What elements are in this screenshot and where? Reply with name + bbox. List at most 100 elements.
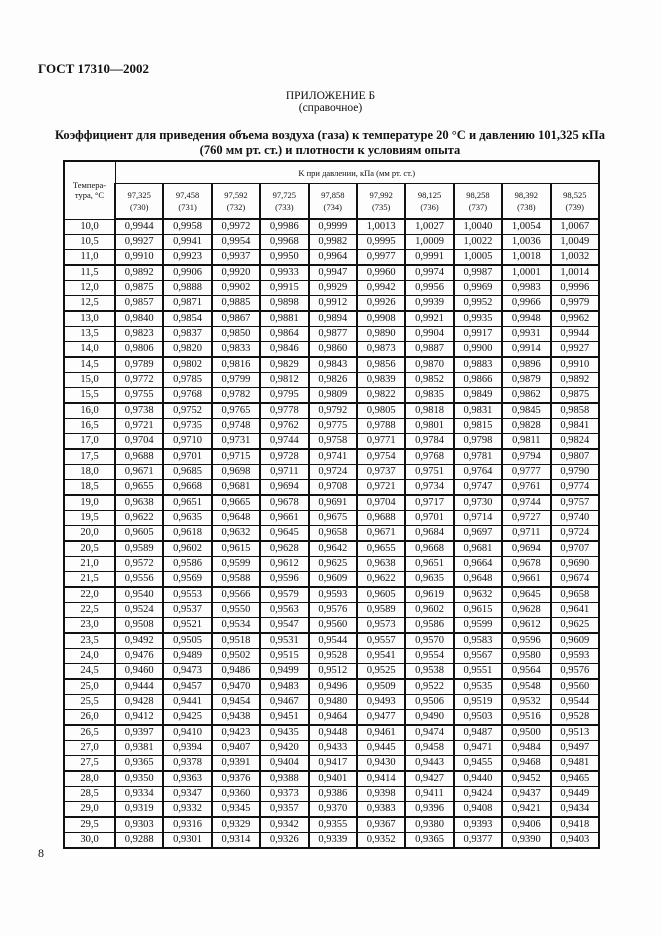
coefficient-cell: 1,0049 (549, 234, 600, 250)
coefficient-cell: 0,9704 (113, 433, 164, 450)
pressure-column-header: 98,125 (736) (404, 183, 455, 220)
coefficient-cell: 0,9377 (452, 832, 503, 849)
coefficient-cell: 0,9378 (162, 755, 213, 772)
coefficient-cell: 0,9711 (501, 525, 552, 542)
temperature-cell: 18,0 (63, 464, 116, 480)
coefficient-cell: 0,9983 (501, 280, 552, 296)
coefficient-cell: 0,9470 (210, 678, 261, 695)
coefficient-cell: 0,9982 (307, 234, 358, 250)
coefficient-cell: 0,9678 (501, 556, 552, 572)
pressure-kpa: 98,525 (563, 190, 587, 200)
pressure-kpa: 98,258 (466, 190, 490, 200)
coefficient-cell: 0,9645 (259, 525, 310, 542)
table-row: 25,0 0,9444 0,9457 0,9470 0,9483 0,9496 0,9509… (63, 678, 600, 695)
coefficient-cell: 0,9457 (162, 678, 213, 695)
table-row: 21,0 0,9572 0,9586 0,9599 0,9612 0,9625 0,9638… (63, 556, 600, 572)
coefficient-cell: 0,9449 (549, 786, 600, 802)
table-row: 19,5 0,9622 0,9635 0,9648 0,9661 0,9675 0,9688… (63, 510, 600, 526)
coefficient-cell: 0,9754 (355, 448, 406, 465)
pressure-mmhg: (737) (468, 202, 488, 212)
coefficient-cell: 0,9927 (549, 341, 600, 358)
coefficient-cell: 0,9885 (210, 295, 261, 312)
coefficient-cell: 0,9929 (307, 280, 358, 296)
coefficient-cell: 0,9615 (452, 602, 503, 618)
temperature-cell: 27,5 (63, 755, 116, 772)
coefficient-cell: 0,9923 (162, 249, 213, 266)
pressure-mmhg: (734) (323, 202, 342, 212)
coefficient-cell: 0,9596 (259, 571, 310, 588)
coefficient-cell: 0,9698 (210, 464, 261, 480)
coefficient-cell: 0,9734 (404, 479, 455, 496)
table-caption: Коэффициент для приведения объема воздух… (40, 128, 620, 158)
coefficient-cell: 0,9806 (113, 341, 164, 358)
table-row: 11,0 0,9910 0,9923 0,9937 0,9950 0,9964 0,9977… (63, 249, 600, 266)
coefficient-cell: 0,9809 (307, 387, 358, 404)
table-row: 15,0 0,9772 0,9785 0,9799 0,9812 0,9826 0,9839… (63, 372, 600, 388)
temperature-cell: 29,0 (63, 801, 116, 818)
coefficient-cell: 0,9445 (355, 740, 406, 756)
coefficient-cell: 0,9516 (501, 709, 552, 726)
temperature-header: Темпера-тура, °С (63, 160, 116, 220)
coefficient-cell: 0,9589 (355, 602, 406, 618)
coefficient-cell: 0,9862 (501, 387, 552, 404)
coefficient-cell: 0,9638 (355, 556, 406, 572)
coefficient-cell: 0,9926 (355, 295, 406, 312)
coefficient-cell: 0,9914 (501, 341, 552, 358)
coefficient-cell: 0,9593 (307, 586, 358, 603)
coefficient-cell: 0,9857 (113, 295, 164, 312)
pressure-mmhg: (739) (565, 202, 584, 212)
coefficient-cell: 0,9500 (501, 724, 552, 741)
pressure-kpa: 97,725 (272, 190, 297, 200)
coefficient-cell: 0,9941 (162, 234, 213, 250)
table-row: 16,0 0,9738 0,9752 0,9765 0,9778 0,9792 0,9805… (63, 402, 600, 419)
pressure-column-header: 97,992 (735) (355, 183, 406, 220)
coefficient-cell: 0,9468 (501, 755, 552, 772)
coefficient-cell: 0,9823 (113, 326, 164, 342)
coefficient-cell: 0,9701 (162, 448, 213, 465)
appendix-title: ПРИЛОЖЕНИЕ Б (285, 90, 376, 102)
coefficient-cell: 0,9697 (452, 525, 503, 542)
coefficient-cell: 0,9425 (162, 709, 213, 726)
table-row: 20,5 0,9589 0,9602 0,9615 0,9628 0,9642 0,9655… (63, 540, 600, 557)
table-row: 30,0 0,9288 0,9301 0,9314 0,9326 0,9339 0,9352… (63, 832, 600, 849)
coefficient-cell: 0,9412 (113, 709, 164, 726)
coefficient-cell: 0,9551 (452, 663, 503, 680)
coefficient-cell: 0,9854 (162, 310, 213, 327)
coefficient-cell: 0,9534 (210, 617, 261, 634)
coefficient-cell: 0,9550 (210, 602, 261, 618)
coefficient-cell: 0,9476 (113, 648, 164, 664)
table-row: 19,0 0,9638 0,9651 0,9665 0,9678 0,9691 0,9704… (63, 494, 600, 511)
coefficient-cell: 0,9496 (307, 678, 358, 695)
document-id: ГОСТ 17310—2002 (38, 61, 150, 76)
coefficient-cell: 0,9856 (355, 356, 406, 373)
coefficient-cell: 0,9513 (549, 724, 600, 741)
coefficient-cell: 0,9635 (404, 571, 455, 588)
coefficient-cell: 1,0040 (452, 218, 503, 235)
coefficient-cell: 0,9467 (259, 694, 310, 710)
coefficient-cell: 1,0018 (501, 249, 552, 266)
coefficient-cell: 0,9904 (404, 326, 455, 342)
coefficient-cell: 0,9383 (355, 801, 406, 818)
coefficient-cell: 0,9671 (113, 464, 164, 480)
coefficient-cell: 0,9839 (355, 372, 406, 388)
coefficient-cell: 1,0067 (549, 218, 600, 235)
coefficient-cell: 0,9785 (162, 372, 213, 388)
coefficient-cell: 0,9977 (355, 249, 406, 266)
temperature-cell: 15,5 (63, 387, 116, 404)
coefficient-cell: 0,9894 (307, 310, 358, 327)
coefficient-cell: 0,9694 (501, 540, 552, 557)
coefficient-cell: 0,9483 (259, 678, 310, 695)
coefficient-cell: 0,9493 (355, 694, 406, 710)
coefficient-cell: 0,9454 (210, 694, 261, 710)
table-row: 26,5 0,9397 0,9410 0,9423 0,9435 0,9448 0,9461… (63, 724, 600, 741)
coefficient-cell: 0,9999 (307, 218, 358, 235)
table-row: 29,0 0,9319 0,9332 0,9345 0,9357 0,9370 0,9383… (63, 801, 600, 818)
pressure-column-header: 98,525 (739) (549, 183, 600, 220)
coefficient-cell: 0,9866 (452, 372, 503, 388)
pressure-column-header: 97,592 (732) (210, 183, 261, 220)
coefficient-cell: 0,9774 (549, 479, 600, 496)
coefficient-cell: 0,9798 (452, 433, 503, 450)
coefficient-cell: 0,9433 (307, 740, 358, 756)
coefficient-cell: 0,9939 (404, 295, 455, 312)
coefficient-cell: 0,9875 (549, 387, 600, 404)
